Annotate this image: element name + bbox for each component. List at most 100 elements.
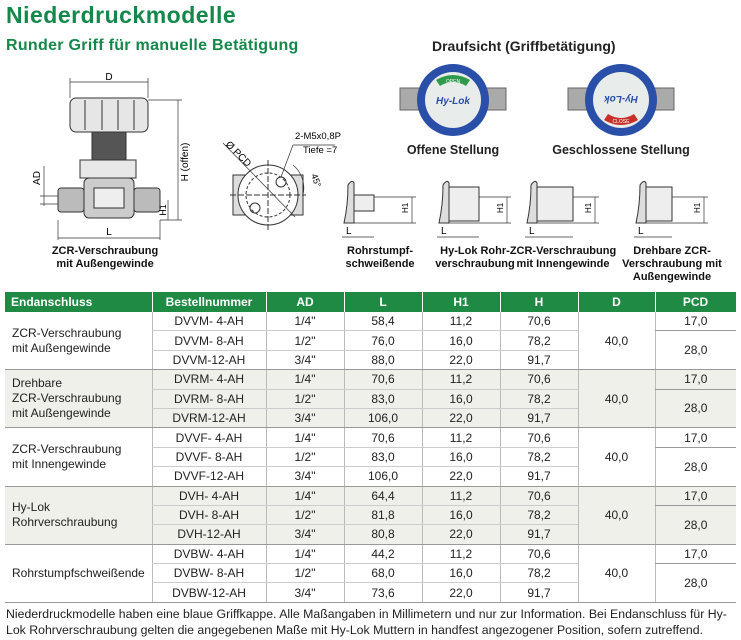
table-cell: 17,0 [654, 544, 736, 565]
table-cell: DVH- 4-AH [151, 486, 266, 506]
table-cell: 22,0 [421, 350, 500, 371]
table-cell: 78,2 [499, 447, 578, 468]
table-cell: 11,2 [421, 427, 500, 448]
dim-l-label: L [529, 226, 535, 237]
table-cell: 22,0 [421, 466, 500, 487]
table-header-row: Endanschluss Bestellnummer AD L H1 H D PCD [5, 292, 737, 312]
table-cell: 78,2 [499, 330, 578, 351]
table-row: DVVF-12-AH 3/4" 106,0 22,0 91,7 [5, 466, 736, 487]
group-name-cell: Rohrstumpfschweißende [5, 544, 152, 603]
table-cell: 17,0 [654, 427, 736, 448]
table-cell: 17,0 [654, 312, 736, 332]
table-cell: 22,0 [421, 408, 500, 429]
caption-line: mit Innengewinde [516, 258, 610, 270]
main-drawing-caption: ZCR-Verschraubung mit Außengewinde [50, 245, 160, 271]
end-connection-sketch: L H1 [437, 180, 511, 238]
table-row: DVBW-12-AH 3/4" 73,6 22,0 91,7 [5, 582, 736, 603]
table-cell: 81,8 [343, 505, 422, 526]
page-subtitle: Runder Griff für manuelle Betätigung [6, 37, 299, 54]
table-cell: 1/4" [265, 312, 344, 332]
table-cell: DVH-12-AH [151, 524, 266, 545]
caption-line: ZCR-Verschraubung [51, 245, 159, 257]
table-cell: 16,0 [421, 389, 500, 409]
table-cell: 17,0 [654, 486, 736, 506]
table-cell: 106,0 [343, 466, 422, 487]
dim-h1-label: H1 [158, 204, 168, 216]
table-cell: 70,6 [499, 544, 578, 565]
table-cell: 91,7 [499, 466, 578, 487]
table-cell: 1/4" [265, 369, 344, 390]
caption-line: Drehbare ZCR- [633, 245, 711, 257]
knob-close-text: CLOSE [613, 119, 631, 125]
table-cell: 16,0 [421, 505, 500, 526]
table-cell: 1/2" [265, 447, 344, 468]
caption-line: ZCR-Verschraubung [509, 245, 617, 257]
table-cell: 17,0 [654, 369, 736, 390]
table-cell: 106,0 [343, 408, 422, 429]
table-row: DVH-12-AH 3/4" 80,8 22,0 91,7 [5, 524, 736, 545]
table-row: Rohrstumpfschweißende DVBW- 4-AH 1/4" 44,2 1… [5, 544, 736, 603]
knob-brand-text: Hy-Lok [436, 96, 470, 107]
caption-line: Verschraubung mit [622, 258, 722, 270]
column-header: Endanschluss [5, 292, 153, 312]
column-header: H1 [422, 292, 501, 312]
table-cell: 11,2 [421, 369, 500, 390]
valve-bottom-drawing: Ø PCD 2-M5x0,8P Tiefe =7 45° [222, 131, 341, 230]
column-header: D [578, 292, 656, 312]
table-row: DVVM- 8-AH 1/2" 76,0 16,0 78,2 28,0 [5, 330, 736, 371]
table-cell: 1/4" [265, 544, 344, 565]
knob-closed-image: CLOSE Hy-Lok [567, 64, 675, 136]
table-cell: 70,6 [499, 486, 578, 506]
pcd-label: Ø PCD [223, 139, 253, 169]
dim-h1-label: H1 [496, 202, 505, 213]
table-cell: 1/2" [265, 330, 344, 351]
table-row: ZCR-Verschraubung mit Innengewinde DVVF- 4… [5, 427, 736, 487]
group-name-cell: ZCR-Verschraubung mit Außengewinde [5, 312, 152, 371]
table-cell: 1/4" [265, 486, 344, 506]
table-cell: 28,0 [654, 389, 736, 429]
table-row: DVVF- 8-AH 1/2" 83,0 16,0 78,2 28,0 [5, 447, 736, 487]
end-connection-sketch: L H1 [634, 180, 708, 238]
table-cell: 3/4" [265, 524, 344, 545]
table-cell: DVH- 8-AH [151, 505, 266, 526]
table-cell: 40,0 [577, 486, 655, 545]
depth-label: Tiefe =7 [303, 145, 337, 156]
table-cell: 3/4" [265, 582, 344, 603]
caption-line: Hy-Lok Rohr- [440, 245, 510, 257]
group-name-cell: Drehbare ZCR-Verschraubung mit Außengewind… [5, 369, 152, 429]
table-cell: 1/2" [265, 563, 344, 584]
valve-side-drawing: D H (offen) AD L H1 [32, 72, 191, 240]
table-row: Drehbare ZCR-Verschraubung mit Außengewind… [5, 369, 736, 429]
table-cell: 83,0 [343, 447, 422, 468]
table-cell: 78,2 [499, 389, 578, 409]
table-cell: 91,7 [499, 408, 578, 429]
table-row: DVH- 8-AH 1/2" 81,8 16,0 78,2 28,0 [5, 505, 736, 545]
dim-h-label: H (offen) [180, 143, 191, 182]
table-cell: 40,0 [577, 544, 655, 603]
table-cell: DVVM- 8-AH [151, 330, 266, 351]
open-position-label: Offene Stellung [406, 143, 500, 157]
table-cell: 16,0 [421, 447, 500, 468]
column-header: Bestellnummer [152, 292, 267, 312]
table-cell: 76,0 [343, 330, 422, 351]
table-cell: 91,7 [499, 524, 578, 545]
table-cell: 70,6 [343, 369, 422, 390]
dim-l-label: L [346, 226, 352, 237]
end-connection-sketch: L H1 [342, 180, 416, 238]
table-cell: 91,7 [499, 582, 578, 603]
table-cell: 70,6 [499, 312, 578, 332]
table-cell: 58,4 [343, 312, 422, 332]
end-connection-caption: Drehbare ZCR- Verschraubung mit Außengewin… [612, 245, 732, 284]
dim-h1-label: H1 [693, 202, 702, 213]
angle-label: 45° [309, 172, 323, 189]
table-cell: DVVF- 8-AH [151, 447, 266, 468]
thread-label: 2-M5x0,8P [295, 131, 341, 142]
group-name-cell: ZCR-Verschraubung mit Innengewinde [5, 427, 152, 487]
table-cell: DVRM- 8-AH [151, 389, 266, 409]
table-cell: 16,0 [421, 563, 500, 584]
table-cell: DVVM-12-AH [151, 350, 266, 371]
table-cell: 40,0 [577, 312, 655, 371]
table-cell: DVRM-12-AH [151, 408, 266, 429]
table-cell: 22,0 [421, 524, 500, 545]
group-name-cell: Hy-Lok Rohrverschraubung [5, 486, 152, 545]
